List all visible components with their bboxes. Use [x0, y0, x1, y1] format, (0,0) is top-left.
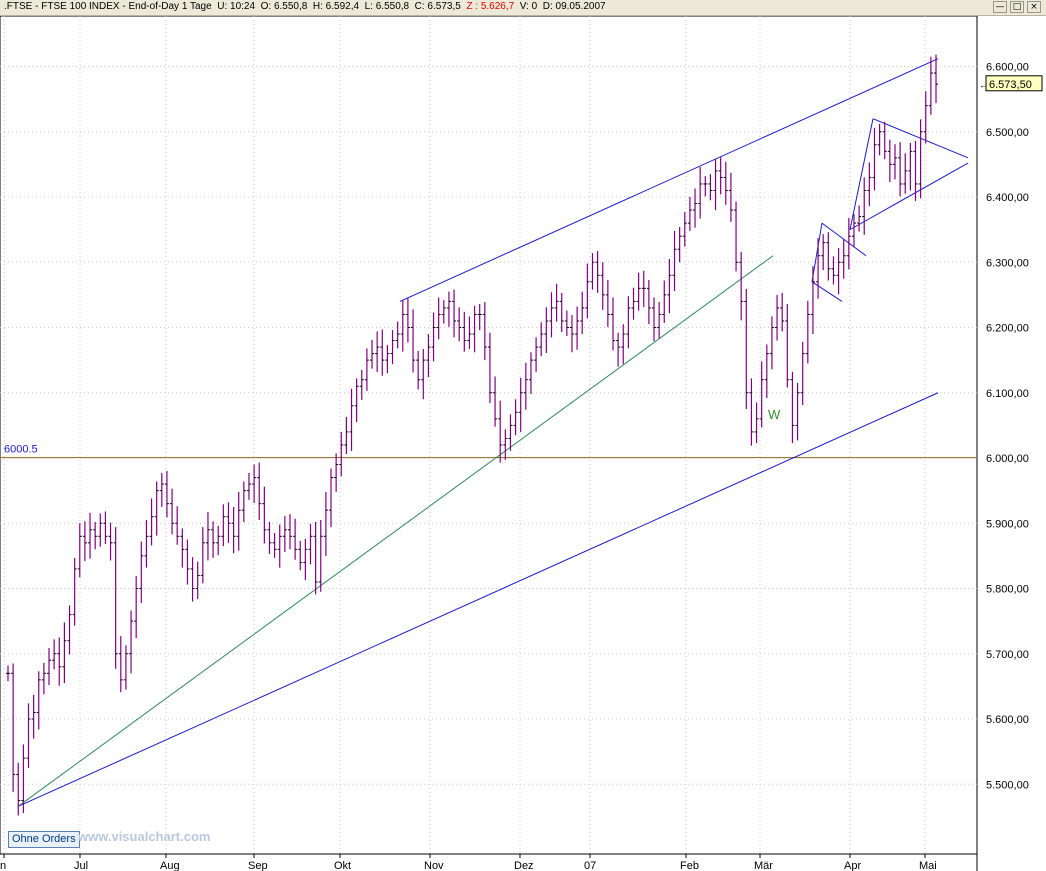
ohlc-readout: .FTSE - FTSE 100 INDEX - End-of-Day 1 Ta…: [4, 1, 606, 12]
x-tick-label: Apr: [844, 860, 861, 871]
horizontal-level-line: 6000.5: [0, 444, 977, 459]
current-price-tag: [985, 75, 1043, 92]
time-value: U: 10:24: [217, 1, 256, 12]
x-tick-label: Sep: [248, 860, 268, 871]
x-tick-label: Okt: [334, 860, 351, 871]
triangle-left-edge: [849, 118, 874, 230]
x-tick-label: Dez: [514, 860, 534, 871]
y-tick-label: 5.800,00: [986, 584, 1029, 596]
x-tick-label: Jul: [74, 860, 88, 871]
x-tick-label: Mai: [919, 860, 937, 871]
date-value: D: 09.05.2007: [542, 1, 606, 12]
close-value: C: 6.573,5: [414, 1, 461, 12]
period: End-of-Day 1 Tage: [128, 1, 212, 12]
y-tick-label: 5.500,00: [986, 779, 1029, 791]
x-tick-label: Nov: [424, 860, 444, 871]
x-tick-label: Feb: [680, 860, 699, 871]
y-tick-label: 5.700,00: [986, 649, 1029, 661]
x-tick-label: 07: [584, 860, 596, 871]
x-axis: n Jul Aug Sep Okt Nov Dez 07 Feb Mär Apr Mai: [0, 854, 937, 871]
trendlines: [17, 58, 969, 807]
ohne-orders-button[interactable]: Ohne Orders: [8, 831, 80, 848]
plot-frame: [0, 16, 978, 855]
flag-left-edge: [811, 223, 823, 282]
high-value: H: 6.592,4: [312, 1, 360, 12]
annotations: W: [768, 407, 781, 422]
low-value: L: 6.550,8: [364, 1, 410, 12]
y-tick-label: 6.600,00: [986, 62, 1029, 74]
x-tick-label: Mär: [754, 860, 773, 871]
x-tick-label: Aug: [160, 860, 180, 871]
y-tick-label: 5.600,00: [986, 714, 1029, 726]
y-tick-label: 6.300,00: [986, 257, 1029, 269]
chart-grid: [0, 16, 978, 871]
y-axis: 6.600,00 6.500,00 6.400,00 6.300,00 6.200,00…: [979, 62, 1043, 791]
watermark: www.visualchart.com: [78, 829, 211, 844]
triangle-lower-trendline: [849, 162, 969, 231]
x-tick-label: n: [0, 860, 6, 871]
chart-titlebar: .FTSE - FTSE 100 INDEX - End-of-Day 1 Ta…: [0, 0, 1046, 16]
y-tick-label: 6.500,00: [986, 127, 1029, 139]
lower-channel-trendline: [17, 392, 939, 807]
support-green-trendline: [17, 255, 774, 807]
open-value: O: 6.550,8: [260, 1, 308, 12]
y-tick-label: 6.000,00: [986, 453, 1029, 465]
maximize-icon[interactable]: □: [1010, 1, 1024, 13]
price-bars: [6, 54, 938, 816]
current-price-arrow: ←: [979, 80, 988, 90]
w-pattern-label: W: [768, 407, 781, 422]
minimize-icon[interactable]: —: [993, 1, 1007, 13]
symbol: .FTSE: [4, 1, 33, 12]
y-tick-label: 6.400,00: [986, 192, 1029, 204]
flag-lower-trendline: [811, 281, 843, 302]
close-icon[interactable]: ×: [1027, 1, 1041, 13]
y-tick-label: 5.900,00: [986, 518, 1029, 530]
upper-channel-trendline: [399, 58, 939, 302]
price-chart[interactable]: 6000.5 W 6.600,00 6.500,00 6.400,00 6.300,0…: [0, 16, 1046, 871]
support-line-label: 6000.5: [4, 444, 38, 456]
y-tick-label: 6.100,00: [986, 388, 1029, 400]
z-value: Z : 5.626,7: [466, 1, 515, 12]
volume-value: V: 0: [519, 1, 538, 12]
current-price-label: 6.573,50: [989, 79, 1032, 91]
instrument-name: FTSE 100 INDEX: [41, 1, 120, 12]
y-tick-label: 6.200,00: [986, 323, 1029, 335]
